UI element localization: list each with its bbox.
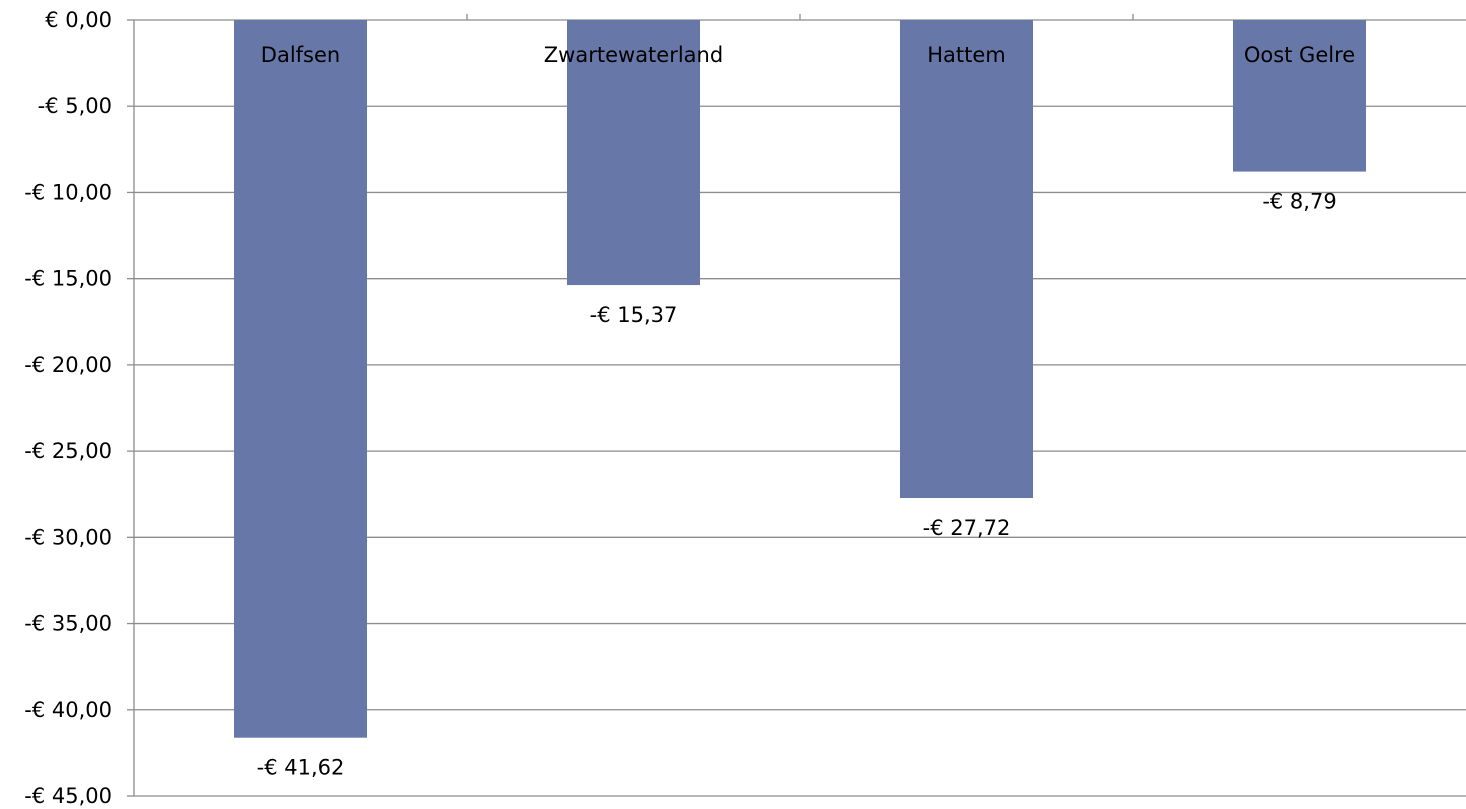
y-tick-label: € 0,00 [45, 8, 112, 32]
bar-dalfsen [234, 20, 367, 738]
axes [127, 14, 1134, 797]
category-label: Oost Gelre [1244, 43, 1355, 67]
y-tick-label: -€ 35,00 [24, 612, 112, 636]
category-label: Zwartewaterland [544, 43, 723, 67]
bar-hattem [900, 20, 1033, 499]
data-label: -€ 41,62 [257, 756, 345, 780]
y-tick-label: -€ 10,00 [24, 180, 112, 204]
y-tick-label: -€ 30,00 [24, 525, 112, 549]
bar-zwartewaterland [567, 20, 700, 286]
data-label: -€ 15,37 [590, 303, 678, 327]
data-label: -€ 8,79 [1262, 190, 1336, 214]
y-tick-label: -€ 45,00 [24, 784, 112, 808]
bars [234, 20, 1366, 738]
y-tick-label: -€ 40,00 [24, 698, 112, 722]
y-tick-label: -€ 25,00 [24, 439, 112, 463]
category-label: Dalfsen [261, 43, 340, 67]
category-labels: Dalfsen Zwartewaterland Hattem Oost Gelre [261, 43, 1355, 67]
y-tick-label: -€ 15,00 [24, 267, 112, 291]
data-label: -€ 27,72 [923, 516, 1011, 540]
category-label: Hattem [927, 43, 1006, 67]
bar-oost-gelre [1233, 20, 1366, 172]
data-labels: -€ 41,62 -€ 15,37 -€ 27,72 -€ 8,79 [257, 190, 1337, 780]
y-tick-label: -€ 20,00 [24, 353, 112, 377]
y-tick-label: -€ 5,00 [38, 94, 112, 118]
y-axis-tick-labels: € 0,00 -€ 5,00 -€ 10,00 -€ 15,00 -€ 20,00 -€ … [24, 8, 112, 808]
